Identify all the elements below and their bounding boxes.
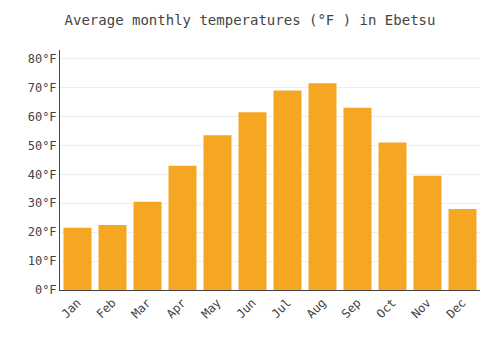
svg-text:Jul: Jul [269,296,294,321]
svg-text:Apr: Apr [164,296,189,321]
svg-text:May: May [199,296,224,321]
svg-text:50°F: 50°F [28,139,57,153]
svg-text:Jun: Jun [234,296,259,321]
svg-text:Nov: Nov [409,296,434,321]
svg-text:80°F: 80°F [28,52,57,66]
svg-text:Dec: Dec [444,296,469,321]
svg-text:0°F: 0°F [35,283,57,297]
svg-text:10°F: 10°F [28,254,57,268]
svg-text:Jan: Jan [59,296,84,321]
svg-text:Aug: Aug [304,296,329,321]
svg-text:40°F: 40°F [28,168,57,182]
svg-text:Oct: Oct [374,296,399,321]
svg-text:Mar: Mar [129,296,154,321]
svg-text:Sep: Sep [339,296,364,321]
svg-text:Feb: Feb [94,296,119,321]
svg-text:60°F: 60°F [28,110,57,124]
svg-text:20°F: 20°F [28,225,57,239]
svg-text:30°F: 30°F [28,196,57,210]
svg-text:Average monthly temperatures (: Average monthly temperatures (°F ) in Eb… [65,12,436,28]
svg-text:70°F: 70°F [28,81,57,95]
